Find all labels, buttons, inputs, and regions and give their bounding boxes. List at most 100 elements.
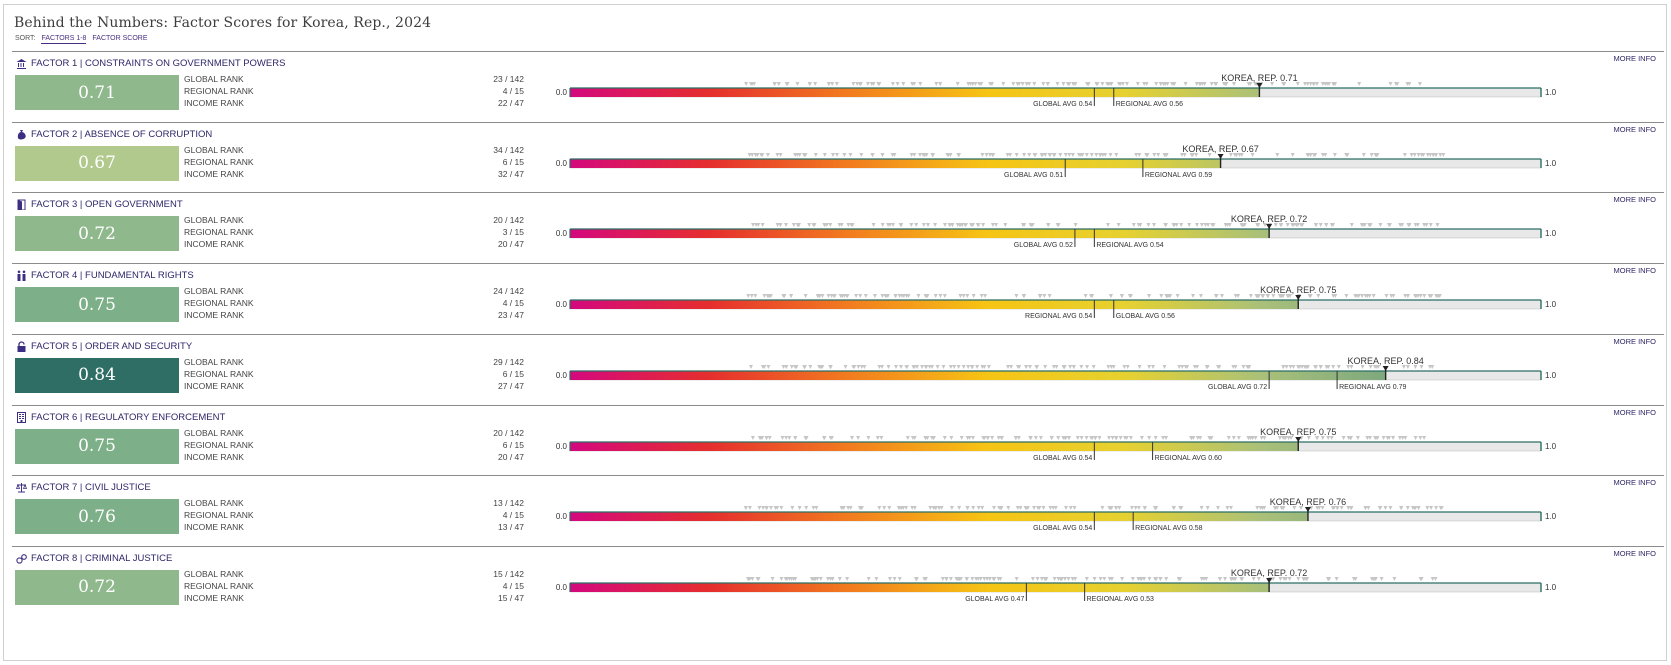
comparison-marker xyxy=(1320,506,1325,511)
comparison-marker xyxy=(961,364,966,369)
comparison-marker xyxy=(1073,576,1078,581)
bar-fill xyxy=(570,88,1260,97)
more-info-link[interactable]: MORE INFO xyxy=(1613,195,1657,205)
factor-title[interactable]: FACTOR 2 | ABSENCE OF CORRUPTION xyxy=(16,129,212,140)
comparison-marker xyxy=(747,152,752,157)
comparison-marker xyxy=(894,364,898,369)
sort-option-factors[interactable]: FACTORS 1-8 xyxy=(41,35,87,44)
comparison-marker xyxy=(960,223,965,228)
comparison-marker xyxy=(970,364,975,369)
comparison-marker xyxy=(985,576,990,581)
comparison-marker xyxy=(1306,152,1311,157)
comparison-marker xyxy=(1024,506,1029,511)
country-label: KOREA, REP. 0.75 xyxy=(1260,285,1336,295)
comparison-marker xyxy=(772,82,777,86)
comparison-marker xyxy=(1241,364,1246,369)
comparison-marker xyxy=(886,364,891,369)
comparison-marker xyxy=(1279,294,1284,299)
comparison-marker xyxy=(1365,294,1370,299)
comparison-marker xyxy=(924,364,929,369)
factor-title[interactable]: FACTOR 6 | REGULATORY ENFORCEMENT xyxy=(16,411,225,423)
comparison-marker xyxy=(1223,576,1227,581)
more-info-link[interactable]: MORE INFO xyxy=(1613,266,1657,276)
comparison-marker xyxy=(1372,576,1377,581)
factor-title-text: FACTOR 1 | CONSTRAINTS ON GOVERNMENT POW… xyxy=(31,58,286,69)
comparison-marker xyxy=(784,364,789,369)
comparison-marker xyxy=(779,506,784,511)
comparison-marker xyxy=(1116,223,1121,228)
comparison-marker xyxy=(1014,152,1019,157)
comparison-marker xyxy=(1033,435,1038,440)
comparison-marker xyxy=(1361,152,1366,157)
comparison-marker xyxy=(1318,364,1323,369)
factor-title[interactable]: FACTOR 8 | CRIMINAL JUSTICE xyxy=(16,553,172,564)
comparison-marker xyxy=(1374,435,1379,440)
factor-title[interactable]: FACTOR 3 | OPEN GOVERNMENT xyxy=(16,199,183,211)
sort-option-score[interactable]: FACTOR SCORE xyxy=(92,35,148,42)
comparison-marker xyxy=(1298,506,1303,511)
factor-title[interactable]: FACTOR 5 | ORDER AND SECURITY xyxy=(16,341,192,352)
more-info-link[interactable]: MORE INFO xyxy=(1613,54,1657,63)
rank-line: REGIONAL RANK 6 / 15 xyxy=(184,156,524,168)
comparison-marker xyxy=(1199,223,1204,228)
comparison-marker xyxy=(1287,576,1292,581)
scale-min-label: 0.0 xyxy=(556,88,568,97)
comparison-marker xyxy=(1349,364,1354,369)
comparison-marker xyxy=(846,223,851,228)
comparison-marker xyxy=(1199,506,1204,511)
comparison-marker xyxy=(865,82,870,86)
more-info-link[interactable]: MORE INFO xyxy=(1613,336,1657,346)
country-label: KOREA, REP. 0.71 xyxy=(1221,73,1297,83)
comparison-marker xyxy=(1013,435,1018,440)
comparison-marker xyxy=(912,506,917,511)
comparison-marker xyxy=(880,364,884,369)
factor-title[interactable]: FACTOR 1 | CONSTRAINTS ON GOVERNMENT POW… xyxy=(16,58,285,69)
comparison-marker xyxy=(1182,152,1187,157)
comparison-marker xyxy=(1402,152,1407,157)
more-info-link[interactable]: MORE INFO xyxy=(1613,548,1657,558)
comparison-marker xyxy=(1000,435,1004,440)
rank-line: GLOBAL RANK 15 / 142 xyxy=(184,568,524,580)
comparison-marker xyxy=(1121,82,1125,86)
comparison-marker xyxy=(1164,223,1168,228)
comparison-marker xyxy=(928,506,933,511)
factor-row-4: FACTOR 4 | FUNDAMENTAL RIGHTS MORE INFO 0.… xyxy=(4,264,1668,334)
rank-line: REGIONAL RANK 6 / 15 xyxy=(184,368,524,380)
country-marker-arrow xyxy=(1266,224,1273,230)
score-bar-chart: 0.0 1.0 GLOBAL AVG 0.54 REGIONAL AVG 0.56 KO… xyxy=(556,73,1557,108)
comparison-marker xyxy=(1066,82,1071,86)
rank-line: INCOME RANK 15 / 47 xyxy=(184,592,524,604)
comparison-marker xyxy=(1001,82,1006,86)
more-info-link[interactable]: MORE INFO xyxy=(1613,407,1657,417)
comparison-marker xyxy=(1435,223,1440,228)
comparison-marker xyxy=(1360,294,1365,299)
scale-max-label: 1.0 xyxy=(1545,300,1557,309)
comparison-marker xyxy=(1128,435,1133,440)
factor-title[interactable]: FACTOR 7 | CIVIL JUSTICE xyxy=(16,482,151,493)
scale-min-label: 0.0 xyxy=(556,371,568,380)
comparison-marker xyxy=(1406,223,1411,228)
comparison-marker xyxy=(1153,435,1158,440)
scale-min-label: 0.0 xyxy=(556,300,568,309)
rank-table: GLOBAL RANK 13 / 142 REGIONAL RANK 4 / 15 IN… xyxy=(184,497,524,533)
comparison-marker xyxy=(1246,435,1251,440)
score-bar-chart: 0.0 1.0 GLOBAL AVG 0.52 REGIONAL AVG 0.54 KO… xyxy=(556,214,1557,249)
comparison-marker xyxy=(814,506,819,511)
comparison-marker xyxy=(974,576,979,581)
comparison-marker xyxy=(1216,506,1220,511)
comparison-marker xyxy=(1314,223,1319,228)
comparison-marker xyxy=(1311,152,1316,157)
average-label: REGIONAL AVG 0.56 xyxy=(1116,101,1183,108)
more-info-link[interactable]: MORE INFO xyxy=(1613,478,1657,488)
rank-label: GLOBAL RANK xyxy=(184,498,244,509)
factor-title[interactable]: FACTOR 4 | FUNDAMENTAL RIGHTS xyxy=(16,270,194,282)
comparison-marker xyxy=(1329,223,1334,228)
rank-label: INCOME RANK xyxy=(184,380,244,391)
comparison-marker xyxy=(1041,506,1046,511)
comparison-marker xyxy=(775,152,780,157)
rank-value: 23 / 47 xyxy=(498,310,524,321)
comparison-marker xyxy=(1158,82,1163,86)
more-info-link[interactable]: MORE INFO xyxy=(1613,124,1657,134)
comparison-marker xyxy=(1323,152,1328,157)
comparison-marker xyxy=(1283,435,1288,440)
